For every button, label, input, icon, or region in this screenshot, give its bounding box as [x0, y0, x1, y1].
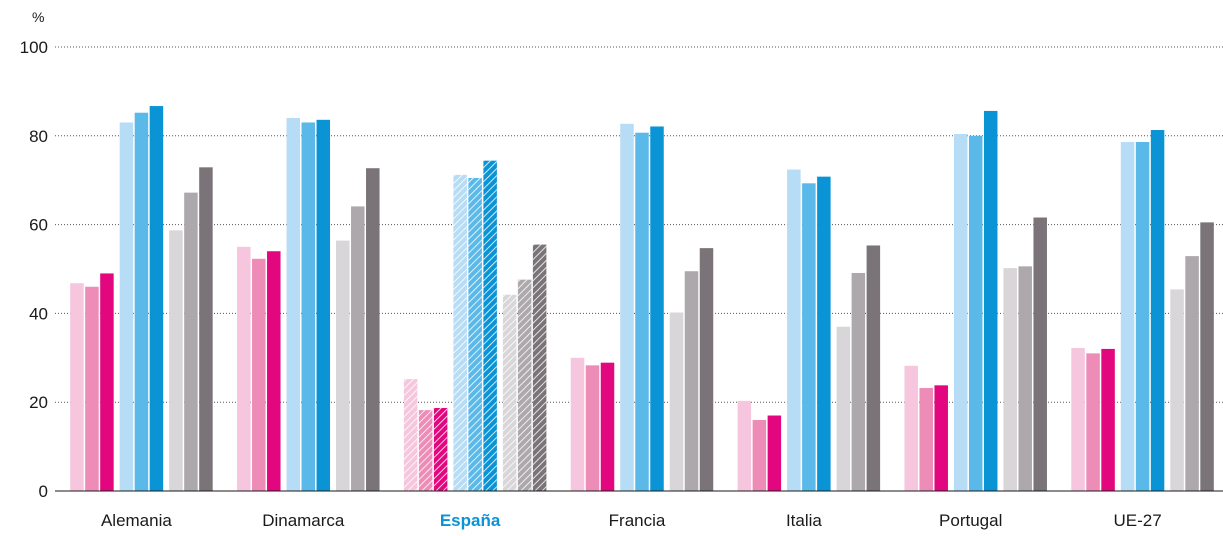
bar [1033, 217, 1047, 491]
bar [1170, 289, 1184, 491]
bar [1003, 268, 1017, 491]
bar [983, 110, 998, 491]
y-tick-label: 0 [39, 482, 48, 501]
bar [684, 271, 699, 491]
bar [836, 326, 851, 491]
bar-hatch-overlay [468, 177, 482, 492]
bar [866, 245, 881, 491]
bar [70, 283, 84, 491]
bar [1018, 266, 1032, 491]
category-label: Francia [609, 511, 666, 530]
bar [620, 123, 634, 491]
bar-hatch-overlay [502, 294, 517, 491]
bar [286, 118, 301, 491]
bar [351, 206, 365, 491]
bar [699, 248, 714, 491]
y-tick-label: 80 [29, 127, 48, 146]
bar [366, 168, 380, 491]
bar [1071, 348, 1085, 491]
category-labels: Alemania Dinamarca España Francia Italia Port… [101, 511, 1162, 530]
y-tick-label: 20 [29, 393, 48, 412]
bar-hatch-overlay [483, 160, 497, 491]
y-tick-label: 40 [29, 304, 48, 323]
bar [301, 122, 316, 491]
bar [968, 135, 983, 492]
bar [1185, 256, 1199, 491]
bar [199, 167, 213, 491]
category-label: Alemania [101, 511, 172, 530]
bar-hatch-overlay [433, 407, 448, 491]
bar [919, 387, 933, 491]
bar [817, 176, 831, 491]
category-label: Italia [786, 511, 822, 530]
bar-hatch-overlay [517, 279, 532, 491]
bar [650, 126, 664, 491]
gridlines: 0 20 40 60 80 100 [20, 38, 1223, 501]
bar [336, 240, 350, 491]
bar [316, 119, 331, 491]
bars [70, 106, 1214, 492]
bar [585, 365, 600, 491]
bar [267, 251, 281, 491]
category-label: España [440, 511, 501, 530]
bar [252, 258, 266, 491]
y-tick-label: 60 [29, 216, 48, 235]
bar [802, 183, 816, 491]
bar-hatch-overlay [453, 174, 467, 491]
bar [737, 400, 752, 491]
bar [1150, 130, 1165, 491]
bar [1086, 353, 1100, 491]
bar [1120, 142, 1135, 491]
bar [600, 362, 615, 491]
bar [851, 273, 866, 491]
y-axis-unit-label: % [32, 9, 44, 25]
bar [669, 312, 684, 491]
bar [119, 122, 134, 491]
bar [1101, 348, 1115, 491]
bar [184, 192, 198, 491]
bar [134, 112, 149, 492]
bar [1200, 222, 1214, 491]
bar [787, 169, 801, 492]
bar-hatch-overlay [418, 410, 433, 491]
bar [635, 132, 649, 491]
bar [100, 273, 114, 491]
bar [1135, 142, 1150, 491]
bar [570, 357, 585, 491]
category-label: UE-27 [1114, 511, 1162, 530]
bar [752, 419, 767, 491]
y-tick-label: 100 [20, 38, 48, 57]
bar [149, 106, 164, 492]
bar [767, 415, 782, 491]
bar-hatch-overlay [403, 379, 418, 491]
category-label: Portugal [939, 511, 1002, 530]
bar-hatch-overlay [532, 244, 547, 491]
bar [85, 286, 99, 491]
category-label: Dinamarca [262, 511, 345, 530]
bar [237, 246, 251, 491]
bar [904, 365, 918, 491]
bar [169, 230, 183, 491]
bar [953, 134, 968, 491]
bar [934, 385, 948, 491]
